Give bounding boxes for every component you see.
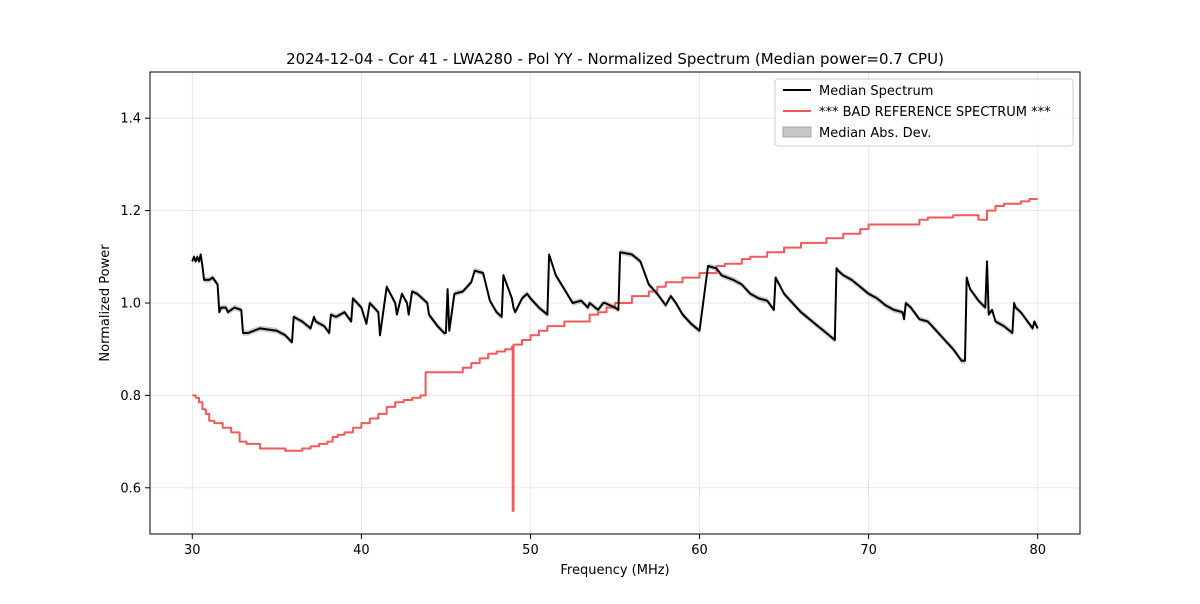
x-tick-label: 50 <box>522 543 539 558</box>
x-tick-label: 70 <box>860 543 877 558</box>
x-tick-label: 60 <box>691 543 708 558</box>
y-ticks: 0.6 0.8 1.0 1.2 1.4 <box>120 112 150 496</box>
legend-mad-swatch <box>782 126 812 138</box>
y-axis-label: Normalized Power <box>98 244 113 362</box>
chart-title: 2024-12-04 - Cor 41 - LWA280 - Pol YY - … <box>286 50 944 68</box>
y-tick-label: 1.2 <box>120 204 141 219</box>
median-series-layer <box>191 251 1039 362</box>
legend: Median Spectrum *** BAD REFERENCE SPECTR… <box>774 78 1074 147</box>
legend-reference-label: *** BAD REFERENCE SPECTRUM *** <box>819 105 1051 120</box>
legend-median-label: Median Spectrum <box>819 84 933 99</box>
y-tick-label: 0.8 <box>120 389 141 404</box>
reference-series-layer <box>192 198 1038 512</box>
legend-mad-label: Median Abs. Dev. <box>819 126 931 141</box>
x-tick-label: 80 <box>1029 543 1046 558</box>
y-tick-label: 1.4 <box>120 112 141 127</box>
reference-spectrum-line <box>192 198 1038 512</box>
median-spectrum-line <box>191 251 1039 362</box>
x-tick-label: 30 <box>184 543 201 558</box>
y-tick-label: 0.6 <box>120 481 141 496</box>
legend-box <box>774 78 1074 147</box>
y-tick-label: 1.0 <box>120 297 141 312</box>
x-ticks: 30 40 50 60 70 80 <box>184 534 1046 558</box>
x-axis-label: Frequency (MHz) <box>560 563 669 578</box>
x-tick-label: 40 <box>353 543 370 558</box>
